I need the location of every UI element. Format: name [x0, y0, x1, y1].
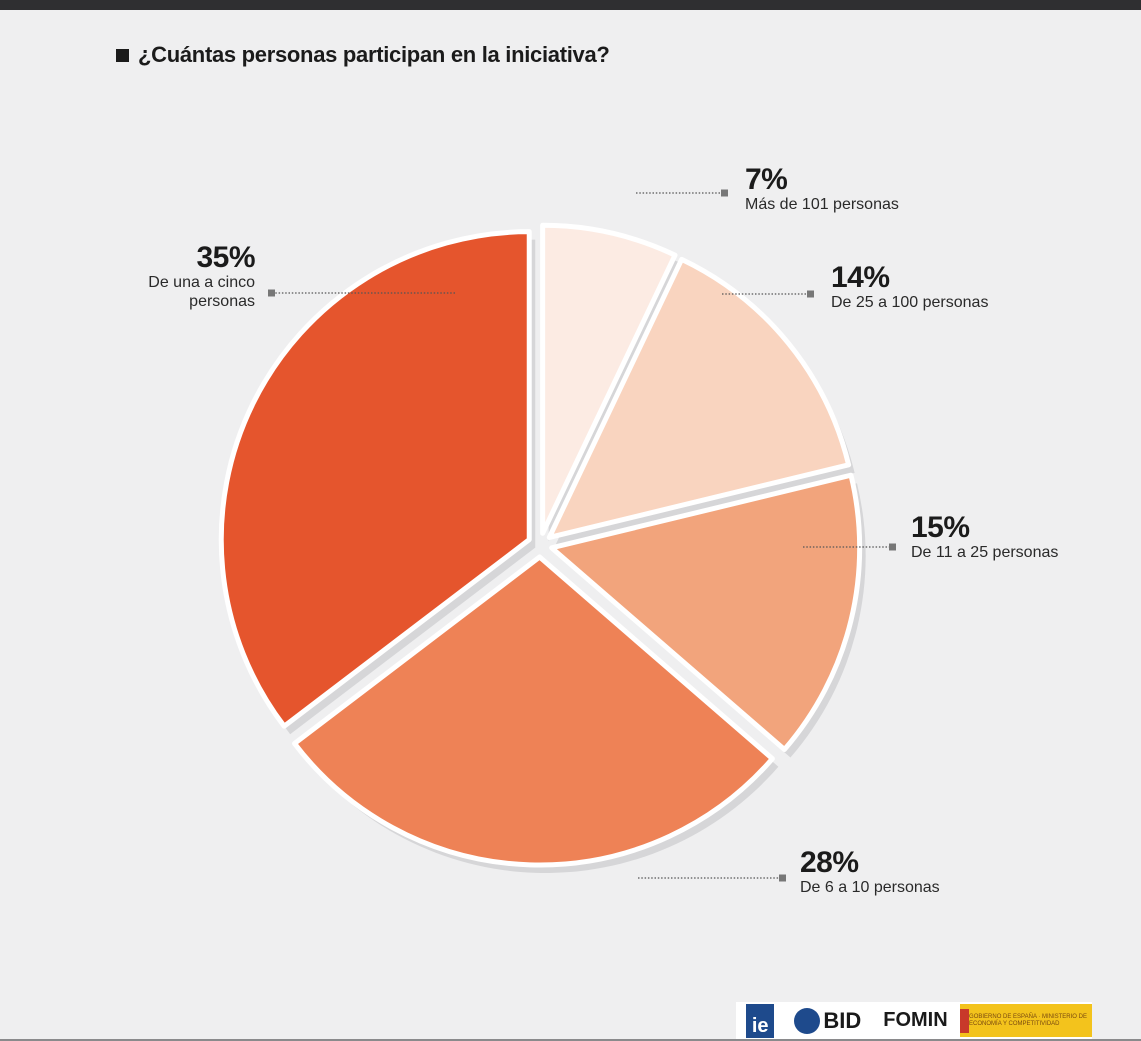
bid-globe-icon — [794, 1007, 821, 1034]
leader-marker — [889, 543, 896, 551]
pie-slice-15 — [549, 472, 863, 753]
bid-logo: BID — [794, 1007, 861, 1034]
slice-pct-35: 35% — [196, 241, 255, 274]
slice-desc-35-line1: De una a cinco — [148, 274, 255, 291]
slice-label-14: 14% De 25 a 100 personas — [831, 263, 988, 312]
slice-label-15: 15% De 11 a 25 personas — [911, 513, 1058, 562]
leader-marker — [268, 289, 275, 297]
title-square-icon — [116, 48, 129, 62]
gov-logo-text: GOBIERNO DE ESPAÑA · MINISTERIO DE ECONO… — [969, 1013, 1087, 1027]
slice-desc-7: Más de 101 personas — [745, 196, 899, 213]
chart-title: ¿Cuántas personas participan en la inici… — [116, 42, 610, 68]
slice-label-7: 7% Más de 101 personas — [745, 165, 899, 214]
leader-marker — [721, 189, 728, 197]
leader-marker — [779, 874, 786, 882]
pie-slice-14 — [546, 256, 852, 540]
pie-slice-28 — [292, 554, 775, 868]
slice-desc-15: De 11 a 25 personas — [911, 544, 1059, 561]
spain-crest-icon — [959, 1008, 970, 1033]
pie-slice-7 — [540, 222, 678, 536]
slice-label-28: 28% De 6 a 10 personas — [800, 848, 940, 897]
slice-pct-14: 14% — [831, 261, 890, 294]
slice-desc-14: De 25 a 100 personas — [831, 294, 989, 311]
bottom-line — [0, 1039, 1141, 1041]
chart-title-text: ¿Cuántas personas participan en la inici… — [138, 42, 610, 67]
ie-logo: ie — [746, 1003, 775, 1038]
slice-pct-7: 7% — [745, 163, 788, 196]
slice-desc-35-line2: personas — [189, 293, 255, 310]
slice-desc-28: De 6 a 10 personas — [800, 879, 940, 896]
slice-pct-28: 28% — [800, 846, 859, 879]
slice-label-35: 35% De una a cinco personas — [120, 243, 255, 311]
gobierno-espana-logo: GOBIERNO DE ESPAÑA · MINISTERIO DE ECONO… — [959, 1004, 1092, 1037]
fomin-logo: FOMIN — [883, 1009, 948, 1031]
sponsor-logos: ie BID FOMIN GOBIERNO DE ESPAÑA · MINIST… — [736, 1002, 1092, 1039]
pie-slice-35 — [218, 229, 532, 729]
leader-marker — [807, 290, 814, 298]
slice-pct-15: 15% — [911, 511, 970, 544]
top-bar — [0, 0, 1141, 10]
